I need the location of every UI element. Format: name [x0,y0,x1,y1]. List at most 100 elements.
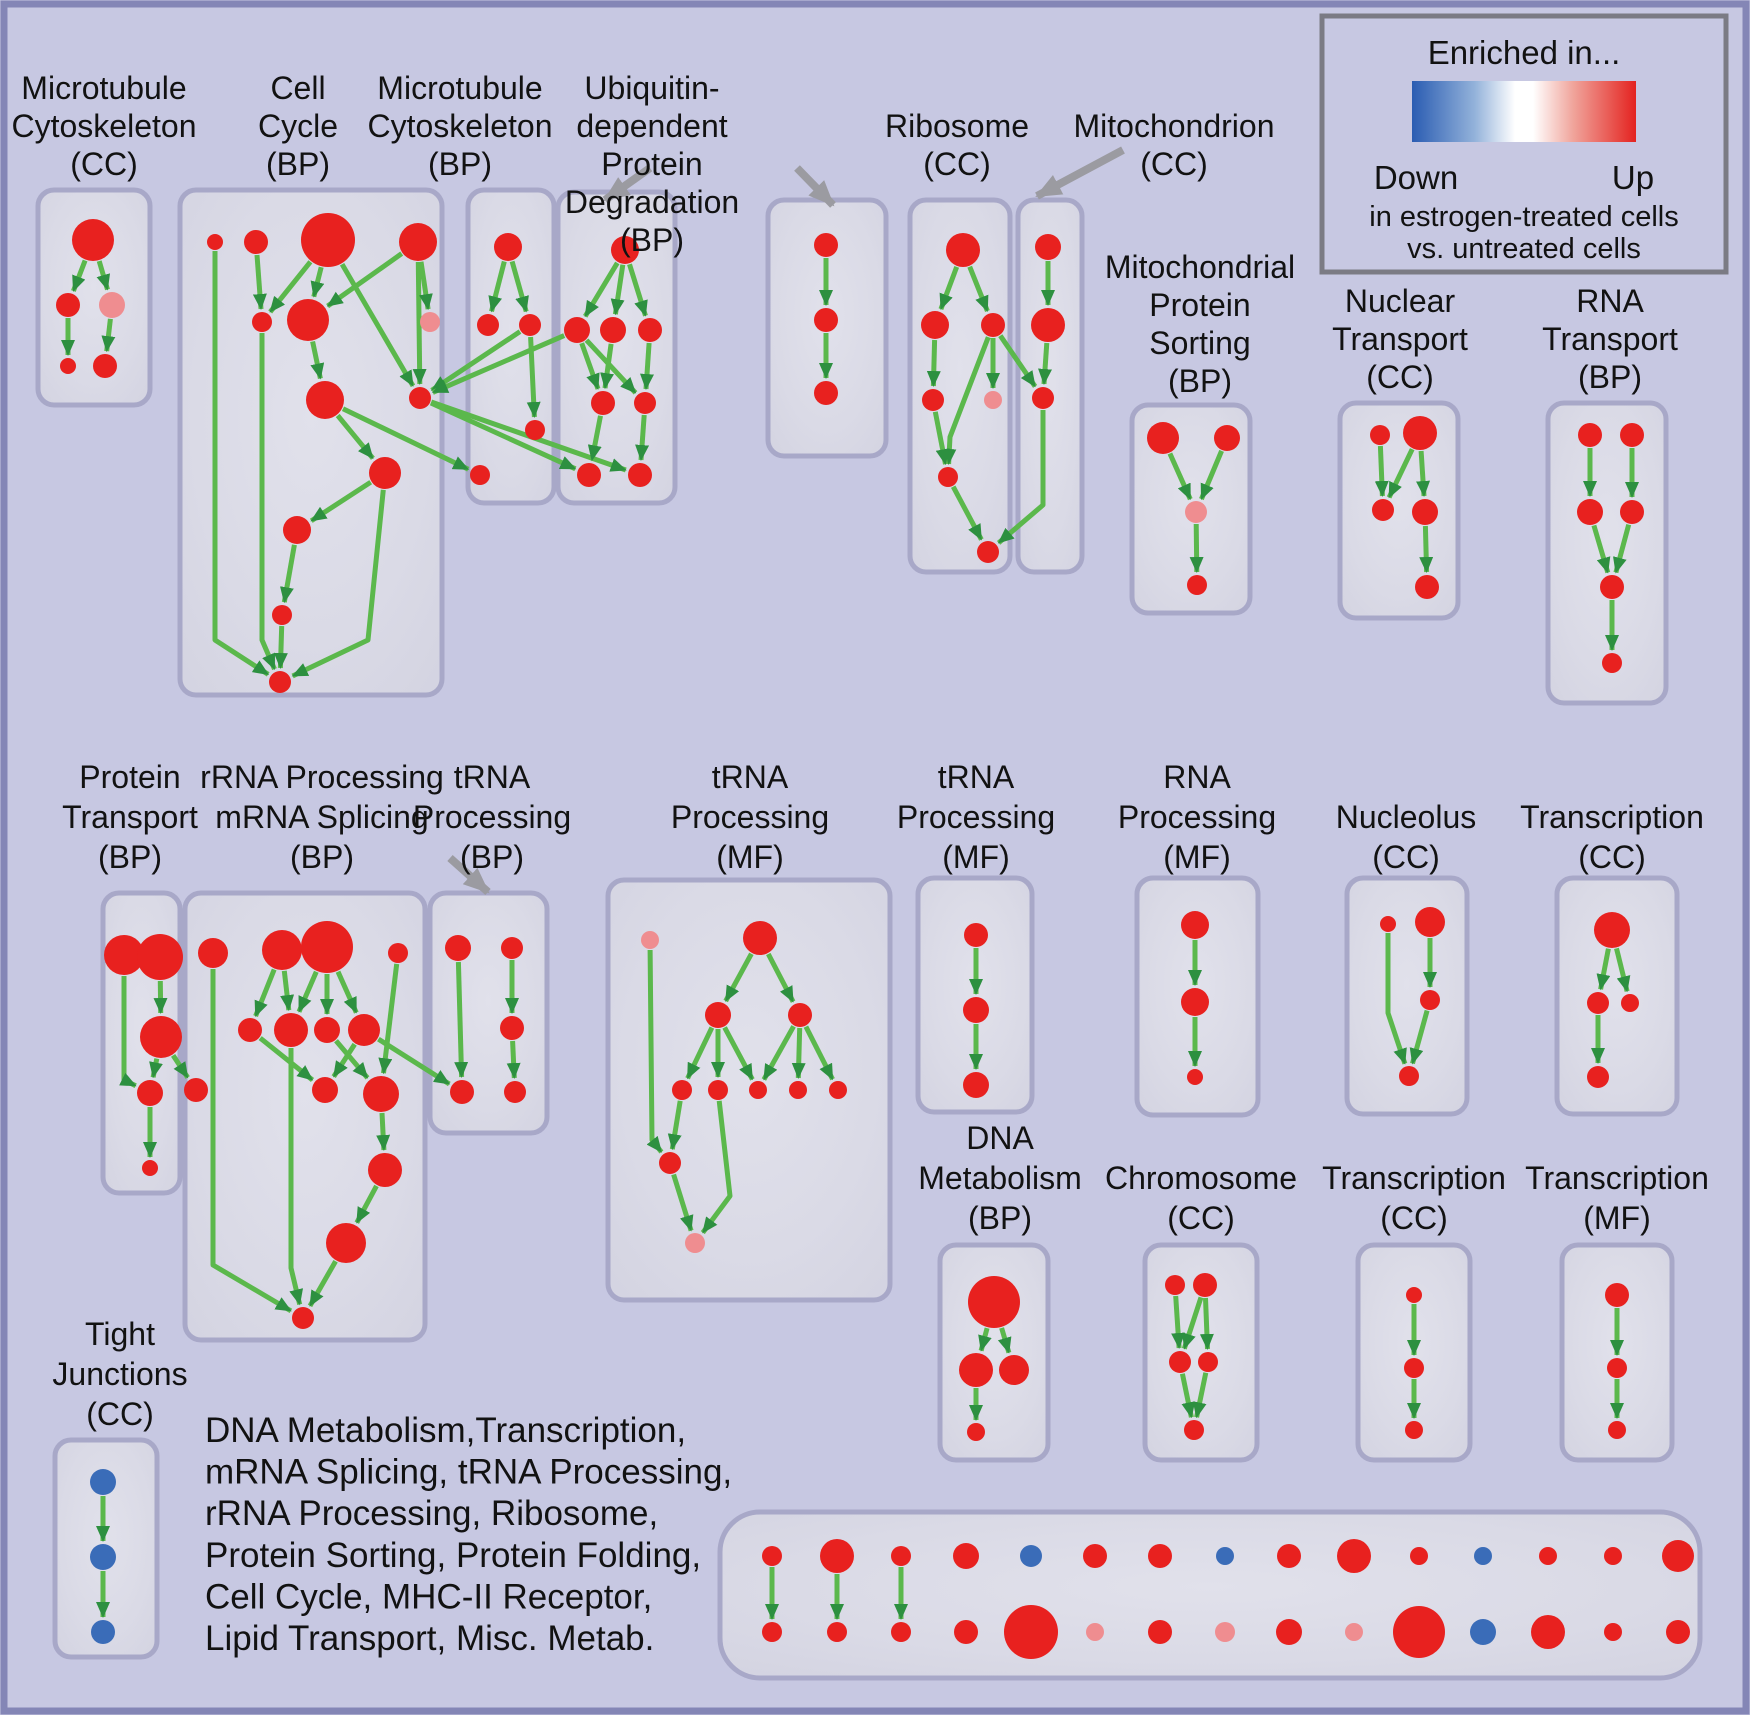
cluster-label-line: (BP) [266,146,330,182]
go-term-node-ma [238,1018,262,1042]
edge-s2-bb [307,1259,338,1308]
misc-clusters-note-line: rRNA Processing, Ribosome, [205,1494,658,1533]
go-term-node-c7 [420,312,440,332]
go-term-node-w3 [814,381,838,405]
edge-t3-md [335,970,359,1014]
edge-c4-c7 [418,261,433,311]
go-term-node-g2 [1031,308,1065,342]
cluster-box-bottom-strip [717,1509,1703,1681]
cluster-label-trnabp: tRNA Processing (BP) [413,759,571,875]
misc-clusters-note-line: Cell Cycle, MHC-II Receptor, [205,1577,652,1616]
go-term-node-c4 [399,223,437,261]
edge-u3-u5 [640,342,654,390]
edge-u5-u7 [635,414,650,461]
go-term-node-pe [142,1160,158,1176]
go-term-node-q5 [1600,575,1624,599]
strip-bottom-node-4 [954,1620,978,1644]
go-term-node-t3 [301,921,353,973]
edge-e1-e3 [1614,947,1631,993]
go-term-node-p4 [1187,575,1207,595]
go-term-node-fb3 [749,1081,767,1099]
go-term-node-f3 [788,1003,812,1027]
strip-top-node-15 [1662,1540,1694,1572]
go-term-node-pd [137,1080,163,1106]
edge-r3-r5 [932,411,950,466]
go-term-node-u2 [600,317,626,343]
edge-u4-u6 [587,415,603,462]
edge-pa-pd [119,976,137,1089]
cluster-label-line: Protein [601,146,702,182]
edge-C-E [101,318,116,353]
go-term-node-D [60,358,76,374]
cluster-label-line: DNA [966,1120,1034,1156]
edge-ta-td [454,961,469,1078]
cluster-label-line: Microtubule [21,70,186,106]
cluster-label-line: (BP) [428,146,492,182]
cluster-box-cc [177,187,445,698]
cluster-label-line: Sorting [1149,325,1250,361]
go-term-node-p2 [1214,425,1240,451]
edge-u2-u4 [600,343,614,390]
cluster-label-line: Degradation [565,184,739,220]
edge-p2-p3 [1199,449,1224,501]
go-term-node-r2 [981,313,1005,337]
cluster-label-line: Transport [1332,321,1468,357]
edge-f2-fb3 [722,1026,755,1081]
edge-u0-u1 [583,261,620,318]
go-term-node-md [348,1014,380,1046]
go-term-node-tj1 [90,1469,116,1495]
edge-pc-pd [149,1058,163,1079]
edge-A-B [71,259,88,292]
edge-c3-c6 [310,266,325,298]
go-term-node-c5 [252,312,272,332]
go-term-node-z1 [1605,1283,1629,1307]
cluster-label-line: Transcription [1525,1160,1709,1196]
cluster-label-rrna: rRNA Processing mRNA Splicing (BP) [200,759,444,875]
cluster-box-nt [1337,400,1461,621]
go-term-node-y3 [1405,1421,1423,1439]
go-term-node-u5 [634,392,656,414]
go-term-node-fb5 [829,1081,847,1099]
edge-t1-bb [210,969,293,1314]
cluster-box-dnam [937,1242,1051,1463]
go-term-node-c11 [283,516,311,544]
edge-n2-n3 [1386,448,1415,499]
strip-bottom-node-15 [1666,1620,1690,1644]
go-term-node-u1 [564,317,590,343]
go-term-node-A [72,219,114,261]
edge-md-l1 [331,1042,357,1078]
edge-x1-x3 [1171,1295,1186,1349]
go-term-node-c13 [269,671,291,693]
cluster-label-line: (MF) [1163,839,1231,875]
cluster-box-nucl [1344,875,1470,1117]
strip-top-node-14 [1604,1547,1622,1565]
strip-bottom-node-9 [1276,1619,1302,1645]
go-term-node-r4 [984,391,1002,409]
edge-d1-d2 [978,1327,992,1352]
go-term-node-j2 [1181,988,1209,1016]
edge-fl-fp [671,1173,694,1232]
strip-top-node-2 [820,1539,854,1573]
go-term-node-n3 [1372,499,1394,521]
misc-clusters-note-line: Lipid Transport, Misc. Metab. [205,1619,654,1658]
go-term-node-k1 [1380,916,1396,932]
strip-top-node-7 [1148,1544,1172,1568]
go-term-node-tb [501,937,523,959]
edge-c3-c5 [268,260,313,314]
strip-bottom-node-11 [1393,1606,1445,1658]
edge-k3-k4 [1409,1009,1430,1065]
cluster-label-line: Cycle [258,108,338,144]
go-term-node-td [450,1080,474,1104]
edge-u1-u5 [584,338,638,395]
strip-bottom-node-3 [891,1622,911,1642]
strip-bottom-node-5 [1004,1605,1058,1659]
go-term-node-d3 [999,1355,1029,1385]
cluster-label-line: Protein [1149,287,1250,323]
cluster-label-line: (CC) [923,146,991,182]
cluster-label-line: (CC) [1578,839,1646,875]
go-term-node-h3 [963,1072,989,1098]
edge-c2-c5 [252,254,267,310]
cluster-label-line: Cytoskeleton [368,108,553,144]
go-term-node-m1 [494,233,522,261]
